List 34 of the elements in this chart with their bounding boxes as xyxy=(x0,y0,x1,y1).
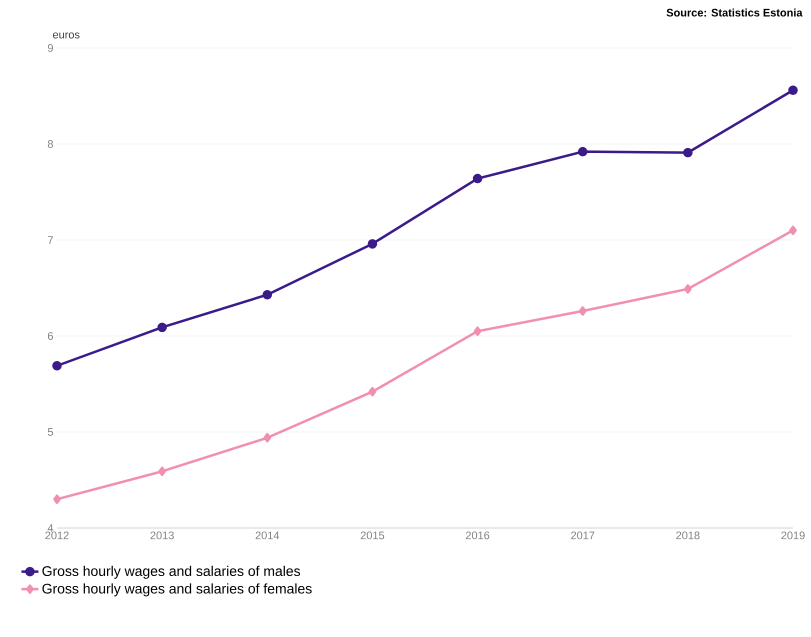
x-tick-label: 2012 xyxy=(45,532,69,540)
point xyxy=(472,174,482,184)
point xyxy=(262,290,272,300)
y-tick-label: 4 xyxy=(48,524,54,532)
point xyxy=(789,226,797,236)
point xyxy=(683,148,693,158)
point xyxy=(368,239,378,249)
y-tick-label: 8 xyxy=(48,140,53,148)
point xyxy=(52,361,62,371)
point xyxy=(578,306,587,316)
point xyxy=(474,326,482,336)
point xyxy=(157,322,167,332)
y-tick-label: 9 xyxy=(48,44,53,52)
y-axis-title: euros xyxy=(52,32,80,38)
point xyxy=(53,494,61,504)
legend-label: Gross hourly wages and salaries of males xyxy=(42,566,300,579)
y-tick-label: 5 xyxy=(48,428,54,436)
y-tick-label: 7 xyxy=(48,236,53,244)
point xyxy=(368,386,376,396)
x-tick-label: 2015 xyxy=(360,532,384,540)
point xyxy=(788,85,798,95)
x-tick-label: 2016 xyxy=(466,532,490,540)
point xyxy=(684,284,692,294)
x-tick-label: 2018 xyxy=(676,532,700,540)
x-tick-label: 2014 xyxy=(256,532,280,540)
point xyxy=(158,466,166,476)
source-note: Source: Statistics Estonia xyxy=(666,8,803,17)
x-tick-label: 2013 xyxy=(150,532,174,540)
point xyxy=(578,146,588,156)
x-tick-label: 2017 xyxy=(571,532,594,540)
x-tick-label: 2019 xyxy=(781,532,805,540)
point xyxy=(263,433,272,443)
y-tick-label: 6 xyxy=(48,332,53,340)
legend-label: Gross hourly wages and salaries of females xyxy=(42,583,312,596)
